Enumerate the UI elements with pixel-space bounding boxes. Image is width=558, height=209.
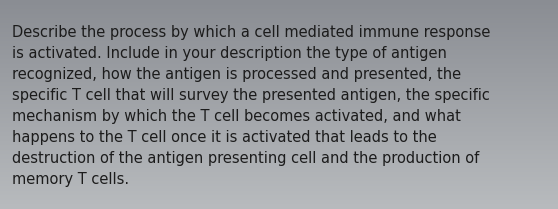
Text: Describe the process by which a cell mediated immune response
is activated. Incl: Describe the process by which a cell med… <box>12 25 490 187</box>
